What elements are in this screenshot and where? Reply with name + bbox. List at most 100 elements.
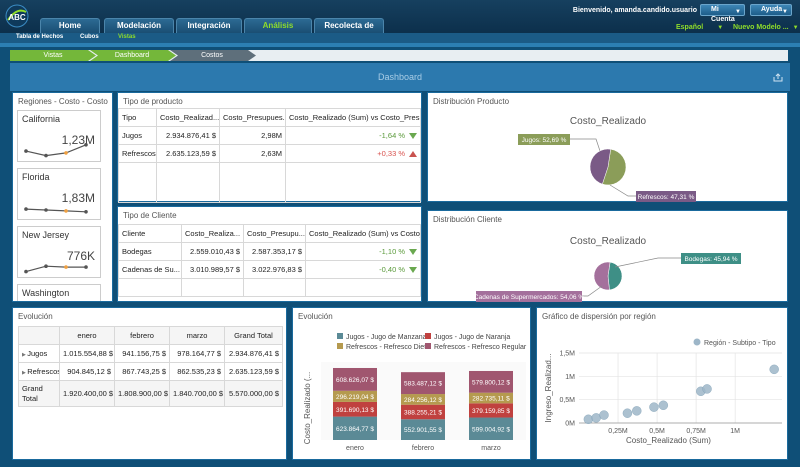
column-header[interactable]: Costo_Realiza...: [181, 224, 244, 243]
language-selector[interactable]: Español ▼: [676, 24, 723, 31]
breadcrumb-vistas[interactable]: Vistas: [43, 52, 63, 59]
legend-swatch[interactable]: [337, 333, 343, 339]
table-cell: 1.015.554,88 $: [59, 344, 115, 363]
column-header[interactable]: Grand Total: [224, 326, 283, 345]
scatter-point[interactable]: [583, 414, 594, 424]
scatter-point[interactable]: [649, 402, 659, 412]
trend-down-icon: [409, 267, 417, 274]
column-header[interactable]: Cliente: [118, 224, 182, 243]
bar-segment[interactable]: [401, 372, 445, 395]
table-row[interactable]: ▶ Jugos 1.015.554,88 $ 941.156,75 $ 978.…: [18, 344, 283, 363]
column-header[interactable]: Costo_Realizad...: [156, 108, 220, 127]
export-icon[interactable]: [773, 73, 783, 82]
subnav-cubos[interactable]: Cubos: [80, 34, 99, 40]
y-tick-label: 1,5M: [559, 351, 575, 358]
chevron-down-icon: ▼: [792, 25, 799, 31]
column-header[interactable]: Costo_Presupu...: [243, 224, 306, 243]
pie-label: Jugos: 52,69 %: [522, 137, 567, 144]
subnav-vistas[interactable]: Vistas: [118, 34, 136, 40]
x-axis-label: Costo_Realizado (Sum): [626, 436, 711, 445]
diff-value: +0,33 %: [377, 149, 405, 158]
scatter-point[interactable]: [632, 406, 642, 416]
nav-modelacion[interactable]: Modelación: [104, 18, 174, 33]
pie-label-box: [681, 253, 741, 264]
dist-producto-title: Distribución Producto: [433, 97, 510, 106]
bar-segment[interactable]: [401, 394, 445, 405]
pie-slice[interactable]: [602, 148, 627, 186]
help-dropdown[interactable]: Ayuda ▼: [750, 4, 792, 16]
region-card[interactable]: Washington: [17, 284, 101, 301]
column-header[interactable]: Costo_Realizado (Sum) vs Costo_Presu...: [285, 108, 421, 127]
nav-home[interactable]: Home: [40, 18, 100, 33]
column-header[interactable]: Tipo: [118, 108, 157, 127]
bar-segment[interactable]: [333, 401, 377, 417]
evolucion-chart-title: Evolución: [298, 312, 333, 321]
bar-data-label: 579.800,12 $: [472, 379, 510, 386]
bar-segment[interactable]: [469, 392, 513, 404]
cell-diff: +0,33 %: [285, 144, 421, 163]
table-row[interactable]: Jugos 2.934.876,41 $ 2,98M -1,64 %: [118, 126, 421, 145]
bar-segment[interactable]: [333, 390, 377, 402]
cell-realizado: 2.635.123,59 $: [156, 144, 220, 163]
column-header[interactable]: marzo: [169, 326, 225, 345]
legend-swatch[interactable]: [337, 343, 343, 349]
bar-segment[interactable]: [401, 404, 445, 420]
table-row[interactable]: ▶ Refrescos 904.845,12 $ 867.743,25 $ 86…: [18, 362, 283, 381]
sparkline-line: [25, 265, 86, 273]
bar-segment[interactable]: [333, 416, 377, 440]
table-row[interactable]: Refrescos 2.635.123,59 $ 2,63M +0,33 %: [118, 144, 421, 163]
row-label-jugos[interactable]: ▶ Jugos: [18, 344, 60, 363]
tipo-producto-title: Tipo de producto: [123, 97, 183, 106]
evolucion-table-title: Evolución: [18, 312, 53, 321]
cell-tipo: Jugos: [118, 126, 157, 145]
model-selector[interactable]: Nuevo Modelo ... ▼: [733, 24, 799, 31]
pie-slice[interactable]: [593, 261, 611, 291]
table-row[interactable]: Cadenas de Su... 3.010.989,57 $ 3.022.97…: [118, 260, 421, 279]
legend-swatch[interactable]: [425, 333, 431, 339]
subnav-tabla-hechos[interactable]: Tabla de Hechos: [16, 34, 64, 40]
table-row[interactable]: Bodegas 2.559.010,43 $ 2.587.353,17 $ -1…: [118, 242, 421, 261]
table-cell: 1.808.900,00 $: [114, 380, 170, 407]
sparkline-line: [25, 144, 87, 157]
column-header[interactable]: febrero: [114, 326, 170, 345]
nav-integracion[interactable]: Integración: [176, 18, 242, 33]
cell-presupuesto: 2,63M: [219, 144, 286, 163]
row-label-refrescos[interactable]: ▶ Refrescos: [18, 362, 60, 381]
sparkline: [24, 207, 88, 214]
bar-data-label: 391.690,13 $: [336, 407, 374, 414]
bar-segment[interactable]: [333, 367, 377, 391]
column-header[interactable]: Costo_Realizado (Sum) vs Costo_...: [305, 224, 421, 243]
bar-data-label: 583.487,12 $: [404, 381, 442, 388]
pie-slice[interactable]: [607, 261, 623, 291]
company-logo[interactable]: ABC: [4, 3, 30, 29]
scatter-point[interactable]: [702, 384, 712, 394]
legend-swatch[interactable]: [425, 343, 431, 349]
pie-slice[interactable]: [589, 148, 611, 185]
x-tick-label: marzo: [481, 445, 501, 452]
bar-segment[interactable]: [469, 417, 513, 440]
bar-segment[interactable]: [469, 370, 513, 393]
expand-arrow-icon[interactable]: ▶: [22, 352, 28, 358]
dashboard-header: [10, 63, 790, 91]
nav-analisis[interactable]: Análisis: [244, 18, 312, 33]
legend-marker[interactable]: [693, 338, 701, 346]
region-value: 1,83M: [61, 191, 95, 205]
bar-segment[interactable]: [401, 419, 445, 440]
pie-label-box: [636, 191, 696, 202]
bar-segment[interactable]: [469, 403, 513, 418]
region-card[interactable]: Florida 1,83M: [17, 168, 101, 220]
column-header[interactable]: enero: [59, 326, 115, 345]
scatter-point[interactable]: [622, 408, 633, 418]
cell-tipo: Refrescos: [118, 144, 157, 163]
region-card[interactable]: California 1,23M: [17, 110, 101, 162]
breadcrumb-dashboard[interactable]: Dashboard: [114, 52, 150, 59]
scatter-point[interactable]: [599, 410, 609, 420]
region-card[interactable]: New Jersey 776K: [17, 226, 101, 278]
nav-recolecta[interactable]: Recolecta de Datos: [314, 18, 384, 44]
scatter-point[interactable]: [658, 400, 669, 410]
my-account-dropdown[interactable]: Mi Cuenta ▼: [700, 4, 745, 23]
language-label: Español: [676, 24, 704, 31]
scatter-point[interactable]: [769, 364, 779, 375]
expand-arrow-icon[interactable]: ▶: [22, 370, 28, 376]
column-header[interactable]: Costo_Presupues...: [219, 108, 286, 127]
